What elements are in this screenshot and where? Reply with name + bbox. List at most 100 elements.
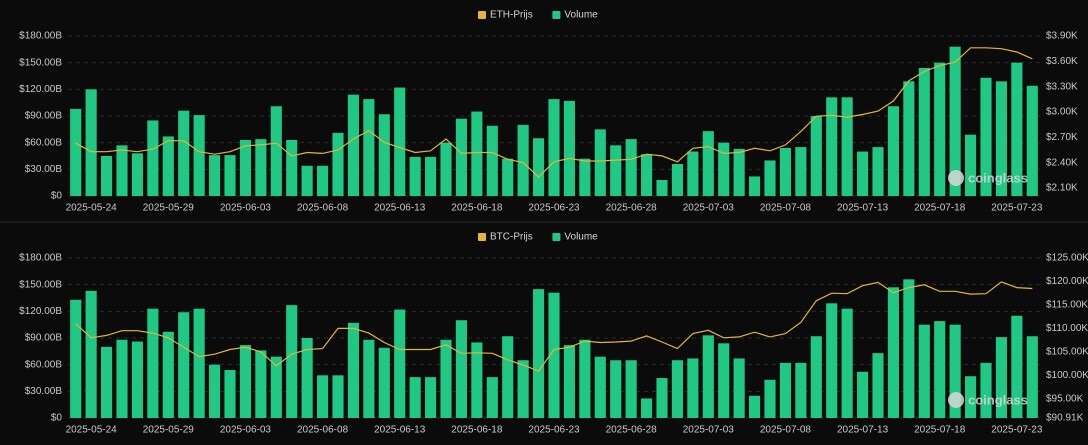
- volume-bar: [116, 145, 128, 196]
- legend-label: ETH-Prijs: [490, 10, 533, 21]
- volume-bar: [841, 97, 853, 196]
- volume-bar: [857, 371, 869, 418]
- legend-label: BTC-Prijs: [490, 232, 533, 243]
- volume-bar: [872, 147, 884, 196]
- volume-bar: [980, 77, 992, 196]
- volume-bar: [440, 142, 452, 196]
- volume-bar: [1026, 336, 1038, 418]
- legend-swatch: [552, 233, 561, 241]
- volume-bar: [85, 290, 97, 418]
- y-tick-label: $150.00B: [19, 279, 62, 290]
- volume-bar: [131, 153, 143, 196]
- volume-bar: [826, 97, 838, 196]
- volume-bar: [610, 145, 622, 196]
- y2-tick-label: $125.00K: [1046, 253, 1088, 264]
- volume-bar: [857, 151, 869, 196]
- volume-bar: [903, 81, 915, 196]
- y2-tick-label: $3.00K: [1046, 107, 1078, 118]
- y-tick-label: $0: [51, 191, 63, 202]
- volume-bar: [1011, 62, 1023, 196]
- legend-label: Volume: [564, 232, 598, 243]
- y-tick-label: $120.00B: [19, 84, 62, 95]
- x-tick-label: 2025-06-18: [451, 203, 503, 214]
- volume-bar: [286, 305, 298, 418]
- y-tick-label: $30.00B: [25, 386, 63, 397]
- x-tick-label: 2025-07-03: [683, 203, 735, 214]
- volume-bar: [425, 156, 437, 196]
- y-tick-label: $0: [51, 413, 63, 424]
- y-tick-label: $60.00B: [25, 137, 63, 148]
- volume-bar: [610, 360, 622, 418]
- volume-bar: [471, 342, 483, 418]
- volume-bar: [625, 360, 637, 418]
- volume-bar: [332, 132, 344, 196]
- volume-bar: [255, 139, 267, 196]
- x-tick-label: 2025-07-23: [991, 203, 1043, 214]
- volume-bar: [347, 322, 359, 418]
- volume-bar: [332, 375, 344, 418]
- volume-bar: [795, 362, 807, 418]
- volume-bar: [270, 106, 282, 196]
- volume-bar: [178, 312, 190, 418]
- volume-bar: [162, 331, 174, 418]
- volume-bar: [178, 110, 190, 196]
- watermark-icon: [948, 392, 964, 408]
- volume-bar: [440, 339, 452, 418]
- x-tick-label: 2025-06-28: [606, 203, 658, 214]
- volume-bar: [193, 115, 205, 196]
- volume-bar: [764, 379, 776, 418]
- y2-tick-label: $120.00K: [1046, 276, 1088, 287]
- volume-bar: [85, 89, 97, 196]
- volume-bar: [594, 356, 606, 418]
- volume-bar: [224, 155, 236, 196]
- volume-bar: [733, 148, 745, 196]
- volume-bar: [641, 398, 653, 418]
- volume-bar: [1026, 85, 1038, 196]
- volume-bar: [209, 155, 221, 196]
- x-tick-label: 2025-05-29: [143, 425, 195, 436]
- x-tick-label: 2025-06-18: [451, 425, 503, 436]
- x-tick-label: 2025-07-18: [914, 425, 966, 436]
- volume-bar: [594, 129, 606, 196]
- y-tick-label: $90.00B: [25, 111, 63, 122]
- volume-bar: [517, 124, 529, 196]
- volume-bar: [548, 292, 560, 418]
- volume-bar: [764, 160, 776, 196]
- volume-bar: [949, 324, 961, 418]
- y2-tick-label: $110.00K: [1046, 323, 1088, 334]
- volume-bar: [455, 320, 467, 418]
- volume-bar: [301, 165, 313, 196]
- volume-bar: [347, 94, 359, 196]
- price-line: [75, 281, 1033, 372]
- volume-bar: [533, 289, 545, 418]
- volume-bar: [101, 346, 113, 418]
- volume-bar: [810, 336, 822, 418]
- y2-tick-label: $95.00K: [1046, 393, 1084, 404]
- x-tick-label: 2025-06-03: [220, 425, 272, 436]
- volume-bar: [502, 336, 514, 418]
- volume-bar: [409, 377, 421, 418]
- y-tick-label: $90.00B: [25, 333, 63, 344]
- volume-bar: [255, 350, 267, 418]
- volume-bar: [826, 303, 838, 418]
- volume-bar: [641, 154, 653, 196]
- y2-tick-label: $2.10K: [1046, 183, 1078, 194]
- volume-bar: [425, 377, 437, 418]
- volume-bar: [548, 99, 560, 196]
- volume-bar: [687, 151, 699, 196]
- y-tick-label: $180.00B: [19, 31, 62, 42]
- volume-bar: [671, 360, 683, 418]
- volume-bar: [517, 360, 529, 418]
- volume-bar: [486, 377, 498, 418]
- volume-bar: [980, 362, 992, 418]
- volume-bar: [918, 68, 930, 196]
- x-tick-label: 2025-06-08: [297, 203, 349, 214]
- y2-tick-label: $3.90K: [1046, 31, 1078, 42]
- volume-bar: [934, 321, 946, 418]
- x-tick-label: 2025-06-28: [606, 425, 658, 436]
- volume-bar: [270, 356, 282, 418]
- legend-swatch: [552, 11, 561, 19]
- y2-tick-label: $3.30K: [1046, 81, 1078, 92]
- x-tick-label: 2025-05-29: [143, 203, 195, 214]
